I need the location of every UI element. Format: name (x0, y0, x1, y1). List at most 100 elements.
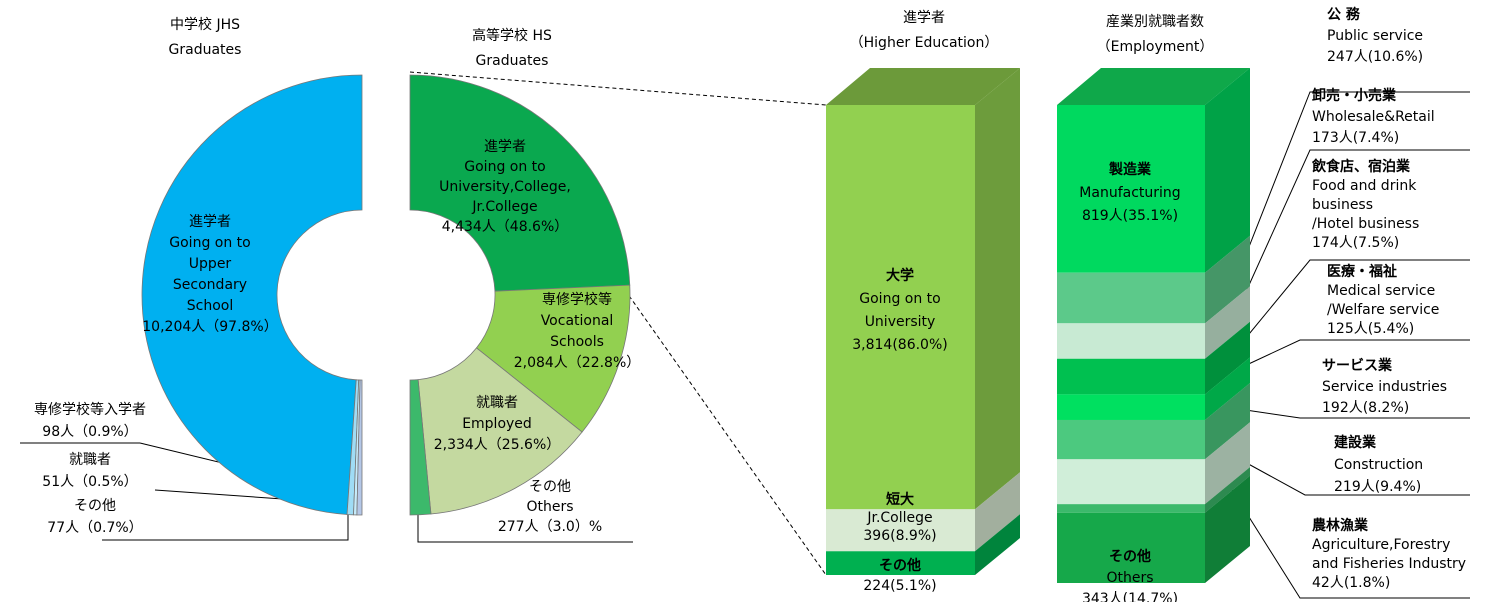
bar-segment (1057, 459, 1205, 505)
bar-side-shade (1205, 467, 1250, 513)
segment-label: 進学者 (189, 214, 231, 230)
segment-label: Vocational (541, 313, 614, 329)
leader (1231, 489, 1470, 599)
value-label: 42人(1.8%) (1312, 575, 1390, 591)
value-label: 224(5.1%) (863, 578, 936, 594)
value-label: 277人（3.0）% (498, 519, 602, 535)
value-label: 4,434人（48.6%） (442, 219, 569, 235)
segment-label: /Hotel business (1312, 216, 1419, 232)
bar-side (975, 68, 1020, 510)
bar-segment (826, 105, 975, 510)
value-label: 10,204人（97.8%） (142, 319, 277, 335)
segment-label: 製造業 (1108, 161, 1152, 178)
value-label: 343人(14.7%) (1082, 591, 1178, 602)
segment-label: Medical service (1327, 283, 1435, 299)
leader (1239, 259, 1470, 346)
leader (417, 505, 633, 543)
segment-label: 農林漁業 (1312, 517, 1369, 534)
bar-side (1205, 422, 1250, 505)
pie-segment (409, 74, 631, 292)
bar-segment (1057, 504, 1205, 513)
segment-label: 就職者 (476, 395, 518, 411)
segment-label: Going on to (464, 159, 545, 175)
bar-side-shade (1205, 321, 1250, 395)
segment-label: Going on to (169, 235, 250, 251)
value-label: 396(8.9%) (863, 528, 936, 544)
pie-segment (409, 379, 432, 516)
bar-segment (826, 551, 975, 575)
bar-top (1057, 68, 1250, 105)
pie-segment (475, 284, 631, 433)
bar-side (1205, 235, 1250, 324)
bar-segment (1057, 358, 1205, 395)
segment-label: Schools (550, 334, 604, 350)
value-label: 174人(7.5%) (1312, 235, 1399, 251)
chart-title: 中学校 JHS (170, 16, 240, 33)
leader (1242, 91, 1470, 263)
bar-side-shade (975, 68, 1020, 510)
segment-label: Secondary (173, 277, 247, 293)
segment-label: 専修学校等入学者 (34, 401, 146, 418)
value-label: 125人(5.4%) (1327, 321, 1414, 337)
bar-side (1205, 382, 1250, 460)
chart-title: （Employment） (1097, 39, 1214, 55)
segment-label: 就職者 (69, 452, 111, 468)
segment-label: 卸売・小売業 (1312, 87, 1397, 104)
segment-label: Jr.College (471, 199, 537, 215)
bar-side (1205, 357, 1250, 420)
bar-segment (1057, 323, 1205, 359)
bar-side (975, 472, 1020, 552)
pie-segment (356, 379, 363, 516)
segment-label: Public service (1327, 28, 1423, 44)
value-label: 192人(8.2%) (1322, 400, 1409, 416)
segment-label: 大学 (886, 267, 914, 284)
value-label: 247人(10.6%) (1327, 49, 1423, 65)
bar-side (1205, 321, 1250, 395)
segment-label: /Welfare service (1327, 302, 1439, 318)
decor (20, 68, 1470, 599)
segment-label: Jr.College (866, 510, 932, 526)
bar-side-shade (1205, 382, 1250, 460)
value-label: 819人(35.1%) (1082, 208, 1178, 224)
chart-title: Graduates (476, 53, 549, 69)
chart-title: （Higher Education） (850, 35, 999, 51)
bar-side-shade (1205, 475, 1250, 583)
segment-label: Construction (1334, 457, 1423, 473)
segment-label: 建設業 (1334, 434, 1377, 451)
bar-top (826, 68, 1020, 105)
chart-title: 高等学校 HS (472, 27, 552, 44)
value-label: 98人（0.9%） (42, 424, 137, 440)
value-label: 2,084人（22.8%） (514, 355, 641, 371)
bar-side-shade (1205, 235, 1250, 324)
pie-segment (141, 74, 363, 515)
bar-side (1205, 475, 1250, 583)
bar-side (975, 514, 1020, 575)
value-label: 219人(9.4%) (1334, 479, 1421, 495)
value-label: 77人（0.7%） (47, 520, 142, 536)
segment-label: Upper (189, 256, 232, 272)
bar-segment (826, 509, 975, 552)
leader (1239, 339, 1470, 369)
bar-side-shade (1205, 422, 1250, 505)
segment-label: Wholesale&Retail (1312, 109, 1435, 125)
bar-side (1205, 68, 1250, 273)
leader (1231, 407, 1470, 419)
segment-label: University (865, 314, 936, 330)
value-label: 2,334人（25.6%） (434, 437, 561, 453)
bar-segment (1057, 419, 1205, 460)
segment-label: 短大 (886, 491, 914, 508)
segment-label: Food and drink (1312, 178, 1417, 194)
bar-side-shade (1205, 286, 1250, 359)
value-label: 51人（0.5%） (42, 474, 137, 490)
chart-title: 進学者 (903, 10, 945, 26)
bar-side (1205, 286, 1250, 359)
zoom-line (624, 289, 827, 576)
chart-title: Graduates (169, 42, 242, 58)
segment-label: Others (1106, 570, 1153, 586)
segment-label: 進学者 (484, 139, 526, 155)
value-label: 173人(7.4%) (1312, 130, 1399, 146)
bar-side-shade (975, 514, 1020, 575)
segment-label: School (187, 298, 233, 314)
bar-segment (1057, 512, 1205, 583)
